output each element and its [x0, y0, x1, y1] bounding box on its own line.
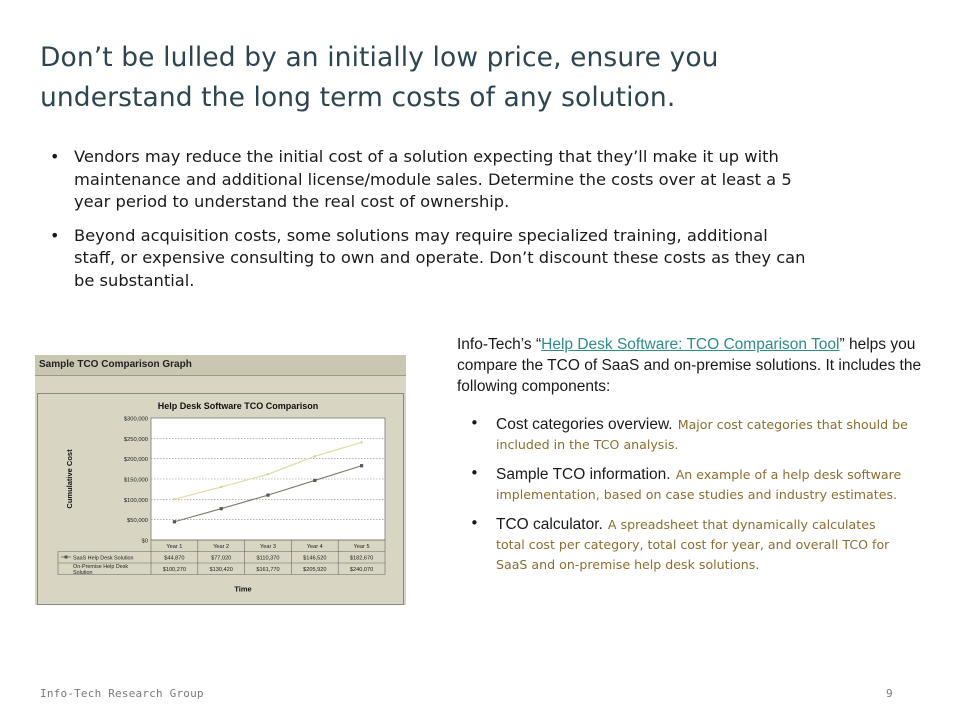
intro-suffix: ” helps you compare the TCO of SaaS and …: [457, 336, 922, 395]
data-label: $161,770: [256, 567, 279, 573]
title-line-2: understand the long term costs of any so…: [40, 82, 676, 113]
data-label: $240,070: [350, 567, 373, 573]
y-tick-label: $100,000: [124, 498, 148, 504]
tco-tool-link[interactable]: Help Desk Software: TCO Comparison Tool: [541, 336, 840, 353]
chart-frame: Help Desk Software TCO Comparison $0 $50,0…: [37, 393, 404, 605]
data-label: $77,020: [211, 555, 231, 561]
bullet-item: Beyond acquisition costs, some solutions…: [48, 225, 808, 293]
sample-tco-figure: Sample TCO Comparison Graph Help Desk So…: [35, 355, 406, 605]
legend-label: Solution: [73, 570, 92, 576]
footer-org: Info-Tech Research Group: [40, 687, 204, 700]
data-label: $110,370: [257, 555, 280, 561]
component-list: Cost categories overview. Major cost cat…: [468, 414, 908, 584]
page-number: 9: [886, 687, 893, 700]
legend-label: SaaS Help Desk Solution: [73, 555, 134, 561]
legend-swatch: [64, 555, 68, 559]
x-tick-label: Year 3: [260, 544, 276, 550]
component-item: Cost categories overview. Major cost cat…: [468, 414, 908, 454]
x-tick-label: Year 5: [354, 544, 370, 550]
data-point: [266, 493, 270, 497]
component-title: Cost categories overview.: [496, 416, 673, 433]
data-point: [266, 473, 270, 476]
component-item: Sample TCO information. An example of a …: [468, 464, 908, 504]
tool-intro: Info-Tech’s “Help Desk Software: TCO Com…: [457, 334, 927, 397]
data-point: [360, 464, 364, 468]
data-point: [313, 478, 317, 483]
y-tick-label: $250,000: [124, 437, 148, 443]
y-tick-label: $50,000: [127, 518, 148, 524]
y-tick-label: $150,000: [124, 478, 148, 484]
data-label: $100,270: [163, 567, 186, 573]
intro-prefix: Info-Tech’s “: [457, 336, 542, 353]
data-point: [220, 485, 223, 489]
data-label: $44,870: [164, 555, 184, 561]
slide-title: Don’t be lulled by an initially low pric…: [40, 38, 920, 118]
tco-line-chart: Help Desk Software TCO Comparison $0 $50,0…: [57, 401, 386, 594]
x-tick-label: Year 4: [307, 544, 323, 550]
component-title: TCO calculator.: [496, 516, 603, 533]
y-tick-label: $0: [142, 539, 148, 545]
x-tick-label: Year 1: [166, 544, 182, 550]
data-point: [313, 455, 316, 458]
component-title: Sample TCO information.: [496, 466, 671, 483]
x-tick-label: Year 2: [213, 544, 229, 550]
y-tick-label: $200,000: [124, 457, 148, 463]
component-desc: Major cost categories that should be inc…: [496, 417, 908, 452]
figure-header-label: Sample TCO Comparison Graph: [39, 359, 192, 370]
component-item: TCO calculator. A spreadsheet that dynam…: [468, 514, 908, 574]
data-label: $130,420: [210, 567, 233, 573]
data-point: [173, 498, 176, 501]
component-desc: An example of a help desk software imple…: [496, 467, 902, 502]
legend-label: On-Premise Help Desk: [73, 564, 128, 570]
y-axis-label: Cumulative Cost: [65, 449, 74, 509]
data-point: [360, 441, 363, 444]
bullet-item: Vendors may reduce the initial cost of a…: [48, 146, 808, 214]
chart-title: Help Desk Software TCO Comparison: [158, 401, 319, 411]
x-axis-label: Time: [234, 585, 251, 594]
component-desc: A spreadsheet that dynamically calculate…: [496, 517, 890, 572]
data-point: [172, 520, 176, 524]
data-label: $205,920: [303, 567, 326, 573]
data-point: [219, 507, 223, 511]
figure-header: Sample TCO Comparison Graph: [35, 355, 406, 376]
bullet-list: Vendors may reduce the initial cost of a…: [48, 146, 808, 303]
y-tick-label: $300,000: [124, 417, 148, 423]
data-label: $146,520: [303, 555, 326, 561]
data-label: $182,670: [350, 555, 373, 561]
title-line-1: Don’t be lulled by an initially low pric…: [40, 42, 719, 73]
